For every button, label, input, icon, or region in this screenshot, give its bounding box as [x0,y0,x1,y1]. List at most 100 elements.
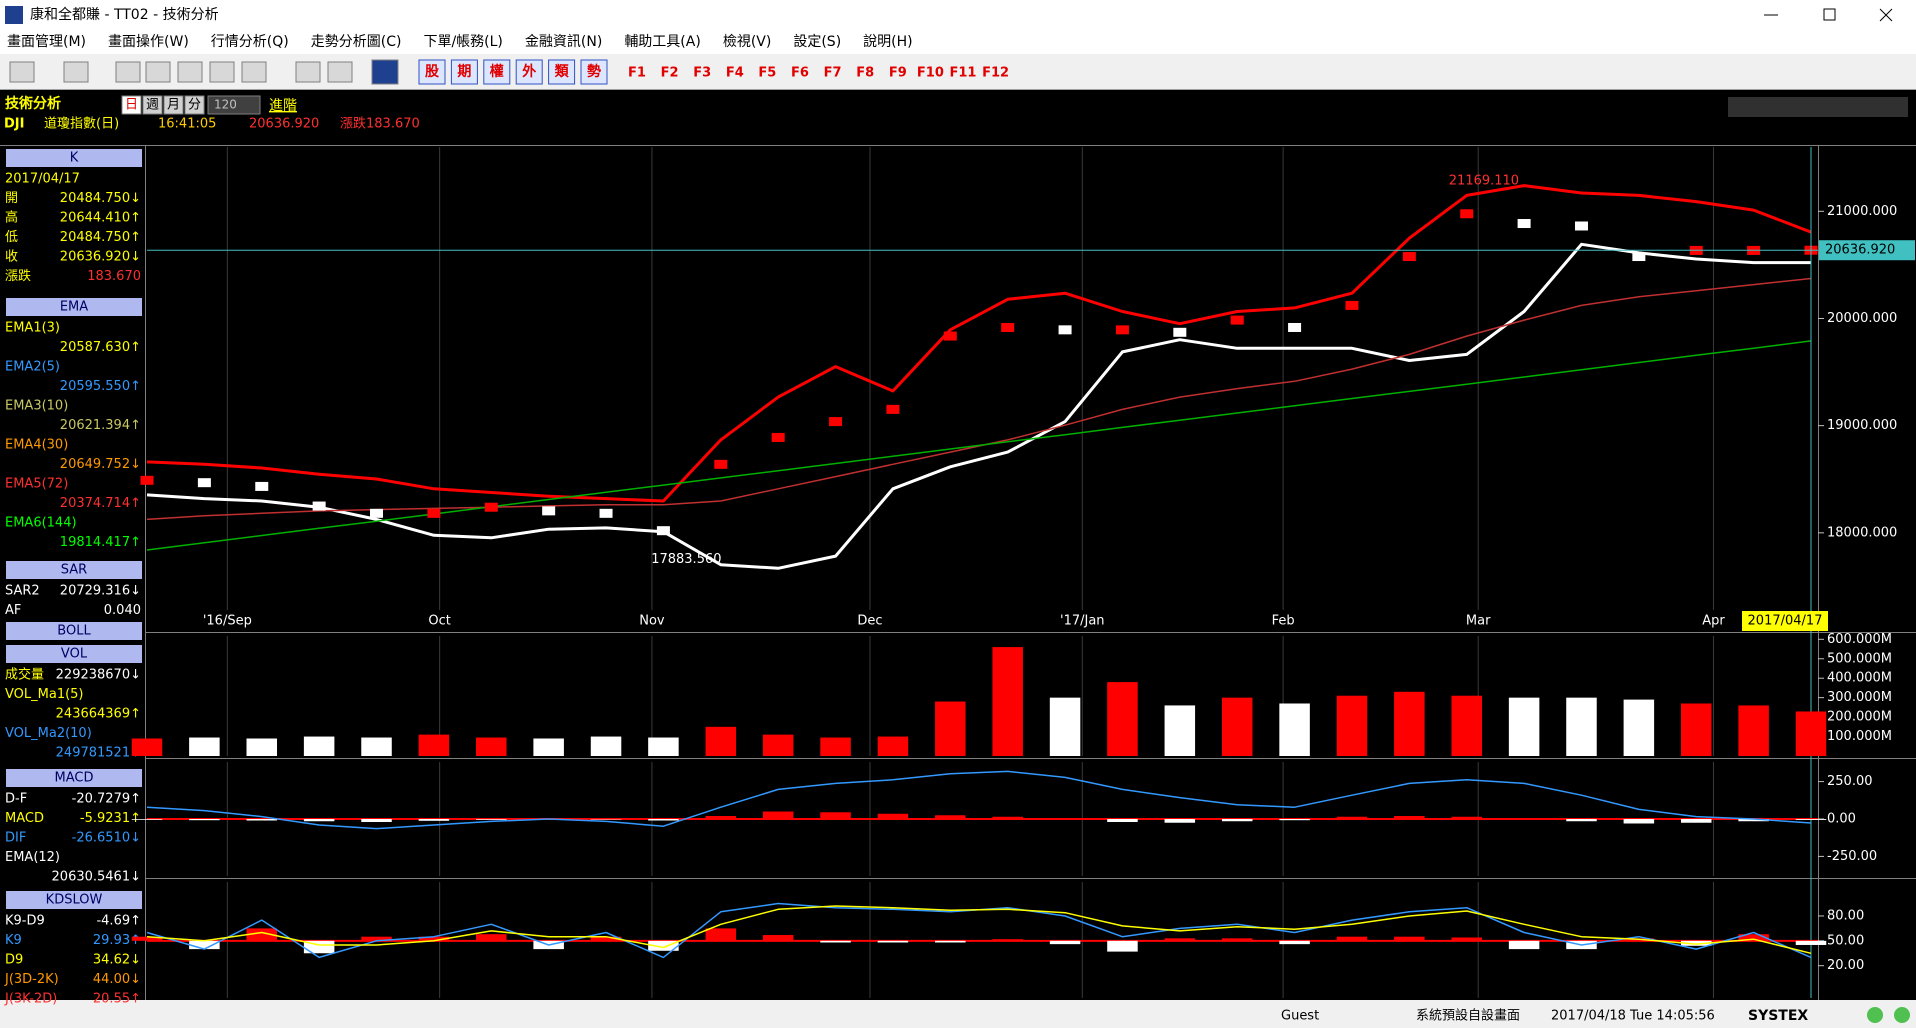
row-value: 44.00↓ [93,972,141,987]
menu-item[interactable]: 金融資訊(N) [525,34,602,50]
volume-bar [590,736,622,756]
icon-button[interactable] [115,61,141,83]
histogram-bar [1566,819,1597,822]
count-dropdown[interactable] [207,95,261,115]
icon-button[interactable] [371,59,399,85]
function-key[interactable]: F10 [917,66,944,81]
advanced-link[interactable]: 進階 [269,98,297,114]
histogram-bar [418,819,450,821]
close-button[interactable] [1879,8,1893,22]
icon-button[interactable] [327,61,353,83]
menu-item[interactable]: 設定(S) [793,34,841,50]
histogram-bar [992,939,1023,941]
section-title: K [70,151,79,166]
y-tick-label: 250.00 [1827,774,1873,789]
histogram-bar [361,936,392,941]
menu-item[interactable]: 說明(H) [863,33,912,50]
period-button[interactable] [142,95,163,115]
row-value: 20.55↑ [93,992,141,1007]
function-key[interactable]: F1 [628,66,646,81]
menu-item[interactable]: 走勢分析圖(C) [311,34,402,50]
icon-button[interactable] [177,61,203,83]
histogram-bar [705,816,737,819]
histogram-bar [1164,819,1196,823]
menu-item[interactable]: 輔助工具(A) [624,34,701,50]
section-header [6,149,142,167]
histogram-bar [820,940,851,943]
section-title: KDSLOW [46,893,103,908]
icon-button[interactable] [63,61,89,83]
section-title: EMA [60,300,88,315]
histogram-bar [418,936,450,941]
volume-bar [1623,699,1655,756]
market-button[interactable] [580,59,608,85]
y-tick-label: 100.000M [1827,729,1892,744]
menu-item[interactable]: 行情分析(Q) [211,34,289,50]
menu-item[interactable]: 檢視(V) [723,33,772,50]
section-title: SAR [61,563,87,578]
menu-item[interactable]: 畫面管理(M) [7,34,86,50]
function-key[interactable]: F5 [758,66,776,81]
period-button[interactable] [121,95,142,115]
row-value: 243664369↑ [56,707,141,722]
price-box [943,331,957,341]
y-tick-label: 80.00 [1827,908,1864,923]
y-tick-label: 400.000M [1827,671,1892,686]
menu-item[interactable]: 下單/帳務(L) [423,34,502,50]
function-key[interactable]: F6 [791,66,809,81]
row-label: 成交量 [5,667,44,683]
icon-button[interactable] [9,61,35,83]
function-key[interactable]: F7 [824,66,842,81]
volume-bar [762,734,794,756]
histogram-bar [1795,819,1827,820]
icon-button[interactable] [145,61,171,83]
market-button[interactable] [450,59,478,85]
histogram-bar [1738,819,1769,822]
row-value: 249781521↓ [56,746,141,761]
histogram-bar [762,811,794,819]
price-box [1058,325,1072,335]
market-button-label: 外 [522,63,536,80]
volume-bar [1451,695,1482,756]
period-label: 週 [146,98,159,113]
market-button-label: 勢 [587,63,601,80]
period-button[interactable] [163,95,184,115]
row-value: 183.670 [87,269,141,284]
row-value: 20587.630↑ [60,340,141,355]
row-label: J(3D-2K) [4,972,59,987]
row-value: 20484.750↑ [60,230,141,245]
row-value: 29.93↑ [93,933,141,948]
market-button[interactable] [483,59,511,85]
price-box [140,475,154,485]
row-label: AF [5,603,21,618]
market-button[interactable] [418,59,446,85]
volume-bar [1738,705,1769,756]
price-box [656,526,670,536]
menu-item[interactable]: 畫面操作(W) [108,34,189,50]
icon-button[interactable] [209,61,235,83]
volume-bar [1566,697,1597,756]
y-tick-label: 200.000M [1827,710,1892,725]
function-key[interactable]: F2 [661,66,679,81]
function-key[interactable]: F11 [950,66,977,81]
function-key[interactable]: F4 [726,66,744,81]
section-header [6,891,142,909]
volume-bar [1394,691,1425,756]
function-key[interactable]: F12 [982,66,1009,81]
price-box [197,478,211,488]
function-key[interactable]: F8 [856,66,874,81]
period-button[interactable] [184,95,205,115]
restore-button[interactable] [1823,8,1836,21]
row-value: 20649.752↓ [60,457,141,472]
icon-button[interactable] [295,61,321,83]
histogram-bar [1107,940,1138,952]
icon-button[interactable] [241,61,267,83]
function-key[interactable]: F9 [889,66,907,81]
market-button[interactable] [515,59,543,85]
row-label: 高 [5,210,18,226]
function-key[interactable]: F3 [693,66,711,81]
histogram-bar [1451,937,1482,941]
market-button[interactable] [548,59,576,85]
price-box [714,459,728,469]
